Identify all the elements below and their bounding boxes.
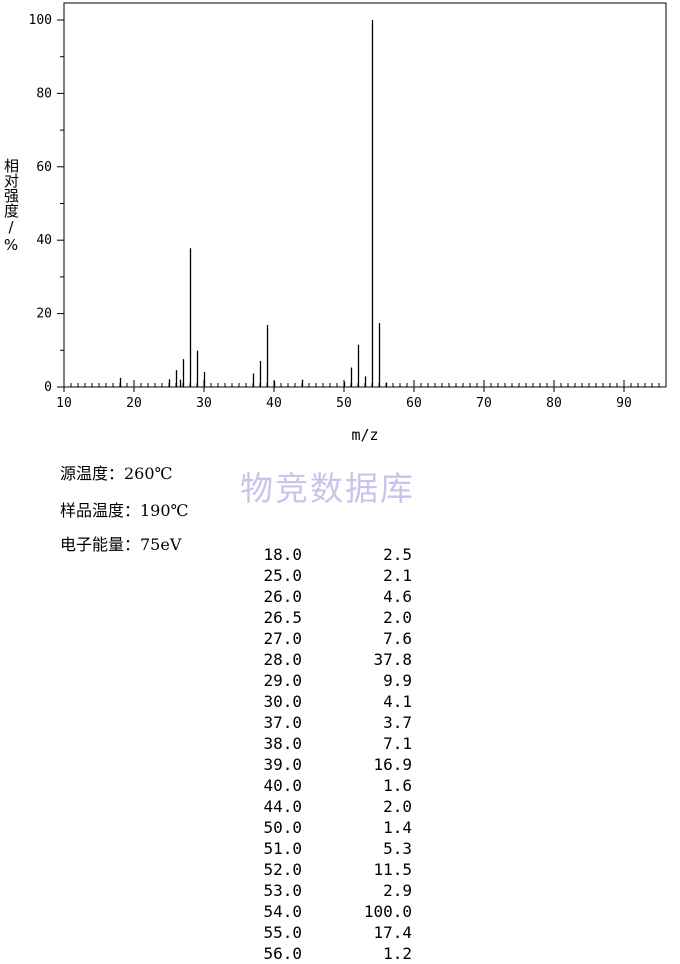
mz-cell: 54.0 (263, 902, 302, 921)
x-tick-label: 90 (616, 396, 632, 411)
intensity-cell: 16.9 (373, 755, 412, 774)
table-row: 27.0 7.6 (230, 628, 412, 649)
table-row: 39.0 16.9 (230, 754, 412, 775)
y-axis-title: 相对强度/% (2, 158, 20, 254)
electron-energy: 电子能量：75eV (60, 535, 182, 554)
mz-cell: 55.0 (263, 923, 302, 942)
mz-cell: 52.0 (263, 860, 302, 879)
mz-cell: 44.0 (263, 797, 302, 816)
x-axis: 10 20 30 40 50 60 70 80 90 (56, 380, 667, 411)
y-tick-label: 100 (29, 13, 52, 28)
table-row: 50.0 1.4 (230, 817, 412, 838)
table-row: 30.0 4.1 (230, 691, 412, 712)
x-tick-label: 60 (406, 396, 422, 411)
mz-cell: 38.0 (263, 734, 302, 753)
intensity-cell: 4.6 (383, 587, 412, 606)
mz-cell: 26.0 (263, 587, 302, 606)
intensity-cell: 2.9 (383, 881, 412, 900)
table-row: 55.0 17.4 (230, 922, 412, 943)
intensity-cell: 7.6 (383, 629, 412, 648)
intensity-cell: 2.0 (383, 608, 412, 627)
table-row: 51.0 5.3 (230, 838, 412, 859)
y-tick-label: 0 (44, 380, 52, 395)
y-tick-label: 40 (36, 233, 52, 248)
intensity-cell: 1.4 (383, 818, 412, 837)
table-row: 53.0 2.9 (230, 880, 412, 901)
mz-cell: 30.0 (263, 692, 302, 711)
table-row: 37.0 3.7 (230, 712, 412, 733)
intensity-cell: 1.2 (383, 944, 412, 963)
watermark: 物竞数据库 (240, 469, 415, 508)
table-row: 56.0 1.2 (230, 943, 412, 964)
y-tick-label: 20 (36, 307, 52, 322)
table-row: 54.0 100.0 (230, 901, 412, 922)
table-row: 26.5 2.0 (230, 607, 412, 628)
x-tick-label: 40 (266, 396, 282, 411)
intensity-cell: 2.1 (383, 566, 412, 585)
intensity-cell: 4.1 (383, 692, 412, 711)
x-tick-label: 20 (126, 396, 142, 411)
intensity-cell: 3.7 (383, 713, 412, 732)
table-row: 44.0 2.0 (230, 796, 412, 817)
y-tick-label: 80 (36, 86, 52, 101)
intensity-cell: 2.0 (383, 797, 412, 816)
peak-bars (119, 20, 388, 387)
x-tick-label: 80 (546, 396, 562, 411)
x-tick-label: 10 (56, 396, 72, 411)
mz-cell: 50.0 (263, 818, 302, 837)
intensity-cell: 100.0 (363, 902, 412, 921)
plot-border (63, 2, 667, 388)
intensity-cell: 2.5 (383, 545, 412, 564)
table-row: 38.0 7.1 (230, 733, 412, 754)
mz-cell: 27.0 (263, 629, 302, 648)
mz-cell: 51.0 (263, 839, 302, 858)
table-row: 25.0 2.1 (230, 565, 412, 586)
intensity-cell: 11.5 (373, 860, 412, 879)
intensity-cell: 5.3 (383, 839, 412, 858)
mz-cell: 53.0 (263, 881, 302, 900)
mz-cell: 28.0 (263, 650, 302, 669)
x-axis-title: m/z (351, 426, 378, 444)
x-tick-label: 50 (336, 396, 352, 411)
intensity-cell: 1.6 (383, 776, 412, 795)
y-tick-label: 60 (36, 160, 52, 175)
mz-cell: 26.5 (263, 608, 302, 627)
mass-spectrum-chart: 0 20 40 60 80 100 10 20 30 40 50 60 70 80 90 m/z (29, 2, 667, 444)
table-row: 40.0 1.6 (230, 775, 412, 796)
x-tick-label: 70 (476, 396, 492, 411)
x-tick-label: 30 (196, 396, 212, 411)
y-axis: 0 20 40 60 80 100 (29, 13, 64, 395)
sample-temperature: 样品温度：190℃ (60, 501, 189, 520)
table-row: 28.0 37.8 (230, 649, 412, 670)
table-row: 52.0 11.5 (230, 859, 412, 880)
table-row: 29.0 9.9 (230, 670, 412, 691)
intensity-cell: 17.4 (373, 923, 412, 942)
peak-table: 18.0 2.5 25.0 2.1 26.0 4.6 26.5 2.0 27.0 7.6 28.0 3… (230, 544, 412, 964)
mz-cell: 56.0 (263, 944, 302, 963)
mz-cell: 40.0 (263, 776, 302, 795)
intensity-cell: 7.1 (383, 734, 412, 753)
table-row: 18.0 2.5 (230, 544, 412, 565)
mz-cell: 39.0 (263, 755, 302, 774)
mz-cell: 37.0 (263, 713, 302, 732)
mz-cell: 29.0 (263, 671, 302, 690)
table-row: 26.0 4.6 (230, 586, 412, 607)
plot-frame (63, 2, 667, 388)
mz-cell: 18.0 (263, 545, 302, 564)
intensity-cell: 9.9 (383, 671, 412, 690)
mz-cell: 25.0 (263, 566, 302, 585)
intensity-cell: 37.8 (373, 650, 412, 669)
source-temperature: 源温度：260℃ (60, 464, 173, 483)
